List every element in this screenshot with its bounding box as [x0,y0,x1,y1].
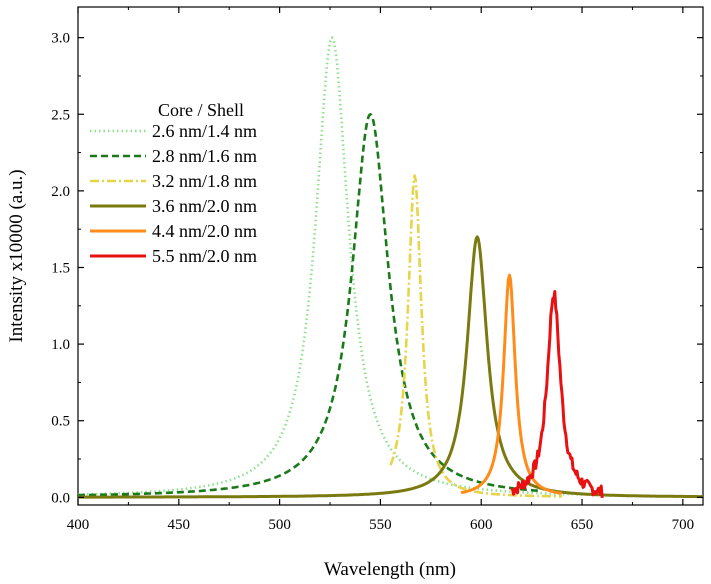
y-tick-label-2: 2.0 [51,184,70,200]
plot-frame [77,6,704,506]
legend-label-4: 3.6 nm/2.0 nm [152,196,257,216]
series-layer [77,36,704,499]
x-tick-label-450: 450 [168,517,191,533]
legend-label-2: 2.8 nm/1.6 nm [152,146,257,166]
y-tick-label-1: 1.0 [51,337,70,353]
series-line-1 [77,36,583,496]
series-line-3 [389,174,563,498]
x-tick-label-600: 600 [470,517,493,533]
y-tick-label-0: 0.0 [51,490,70,506]
x-tick-label-500: 500 [268,517,291,533]
y-tick-label-0.5: 0.5 [51,414,70,430]
x-tick-label-400: 400 [67,517,90,533]
legend-label-3: 3.2 nm/1.8 nm [152,171,257,191]
y-tick-label-3: 3.0 [51,31,70,47]
y-tick-label-1.5: 1.5 [51,260,70,276]
x-axis-label: Wavelength (nm) [324,559,456,580]
y-tick-label-2.5: 2.5 [51,107,70,123]
x-tick-label-550: 550 [369,517,392,533]
legend-label-5: 4.4 nm/2.0 nm [152,221,257,241]
legend-label-6: 5.5 nm/2.0 nm [152,246,257,266]
tick-layer: 400 450 500 550 600 650 700 0.0 0.5 1.0 1.5 2.0 2.5 3… [51,7,703,533]
x-tick-label-650: 650 [571,517,594,533]
legend-label-1: 2.6 nm/1.4 nm [152,121,257,141]
series-line-6 [510,290,604,499]
series-line-2 [77,113,542,497]
y-axis-label: Intensity x10000 (a.u.) [6,169,27,342]
legend-title: Core / Shell [158,100,244,120]
series-line-5 [460,273,563,495]
x-tick-label-700: 700 [672,517,695,533]
legend: Core / Shell 2.6 nm/1.4 nm 2.8 nm/1.6 nm 3… [90,100,257,266]
